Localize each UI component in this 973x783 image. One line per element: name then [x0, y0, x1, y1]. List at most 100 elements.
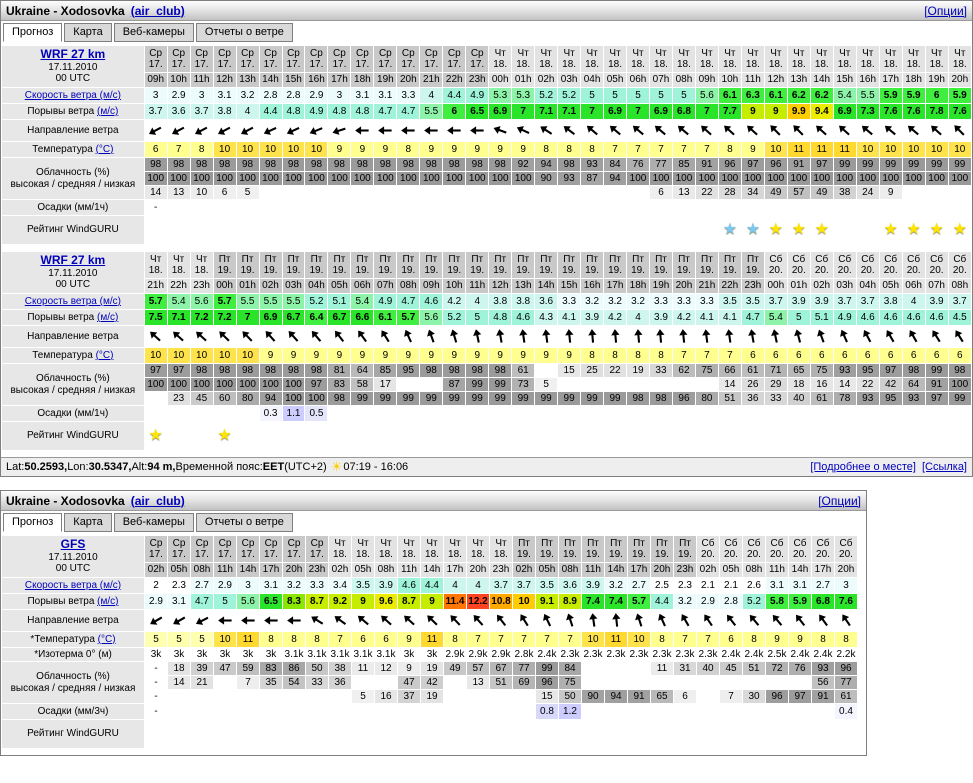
- options-link[interactable]: [Опции]: [924, 3, 967, 18]
- day-header-cell: Ср 17.: [328, 46, 351, 72]
- temp-unit-link[interactable]: (°C): [95, 349, 114, 361]
- cloud-low-cell: 100: [282, 392, 305, 405]
- cloud-low-cell: [351, 186, 374, 199]
- hour-header-cell: 17h: [879, 73, 902, 87]
- hour-header-cell: 00h: [213, 279, 236, 293]
- model-link[interactable]: WRF 27 km: [40, 253, 106, 268]
- wind-gust-label: Порывы ветра (м/с): [2, 310, 144, 325]
- tab-3[interactable]: Веб-камеры: [113, 513, 194, 532]
- wind-direction-arrow: [587, 329, 597, 343]
- wind-gust-cell: 3.9: [650, 310, 672, 325]
- cloud-low-cell: 15: [536, 690, 558, 703]
- hour-header-cell: 12h: [213, 73, 236, 87]
- permalink-link[interactable]: [Ссылка]: [921, 461, 967, 473]
- model-link[interactable]: WRF 27 km: [40, 47, 106, 62]
- day-header-cell: Чт 18.: [925, 46, 948, 72]
- wind-direction-arrow: [263, 616, 278, 625]
- wind-gust-cell: 7: [695, 104, 718, 119]
- cloud-high-cell: 97: [810, 158, 833, 171]
- cloud-low-cell: 80: [236, 392, 259, 405]
- temperature-cell: 7: [695, 348, 718, 363]
- wind-speed-cell: 2: [145, 578, 167, 593]
- wind-gust-cell: 10: [513, 594, 535, 609]
- wind-direction-arrow: [265, 331, 276, 342]
- day-header-cell: Чт 18.: [444, 536, 466, 562]
- day-header-cell: Пт 19.: [650, 252, 672, 278]
- cloud-high-cell: 97: [144, 364, 167, 377]
- precipitation-cell: [513, 704, 535, 719]
- temperature-cell: 6: [764, 348, 787, 363]
- tab-1[interactable]: Прогноз: [3, 513, 63, 532]
- temperature-cell: 10: [282, 142, 305, 157]
- options-link[interactable]: [Опции]: [818, 493, 861, 508]
- day-header-cell: Пт 19.: [718, 252, 741, 278]
- cloud-low-cell: [604, 186, 627, 199]
- spot-club-link[interactable]: (air_club): [130, 3, 185, 18]
- wind-direction-arrow: [426, 329, 435, 343]
- day-header-cell: Чт 18.: [421, 536, 443, 562]
- precipitation-cell: -: [144, 200, 167, 215]
- tab-2[interactable]: Карта: [64, 513, 112, 532]
- precipitation-label: Осадки (мм/1ч): [2, 406, 144, 421]
- gust-unit-link[interactable]: (м/с): [97, 311, 119, 323]
- wind-speed-cell: 3.1: [766, 578, 788, 593]
- cloud-mid-cell: 22: [856, 378, 879, 391]
- day-header-cell: Пт 19.: [672, 252, 695, 278]
- cloud-mid-cell: 16: [810, 378, 833, 391]
- hour-header-cell: 18h: [627, 279, 649, 293]
- wind-speed-cell: 3.2: [236, 88, 259, 103]
- cloud-low-cell: 33: [764, 392, 787, 405]
- cloud-high-cell: 61: [741, 364, 764, 377]
- wind-direction-cell: [835, 610, 857, 631]
- cloud-low-cell: 5: [236, 186, 259, 199]
- temperature-cell: 7: [627, 142, 649, 157]
- tab-4[interactable]: Отчеты о ветре: [195, 513, 293, 532]
- day-header-cell: Пт 19.: [328, 252, 351, 278]
- day-header-cell: Чт 18.: [375, 536, 397, 562]
- cloud-high-cell: 98: [443, 158, 466, 171]
- wind-gust-label: Порывы ветра (м/с): [2, 594, 144, 609]
- spot-details-link[interactable]: [Подробнее о месте]: [810, 461, 916, 473]
- wind-direction-cell: [764, 120, 787, 141]
- tab-2[interactable]: Карта: [64, 23, 112, 42]
- tab-1[interactable]: Прогноз: [3, 23, 63, 42]
- wind-direction-cell: [925, 120, 948, 141]
- wind-gust-cell: 5.5: [420, 104, 443, 119]
- temp-unit-link[interactable]: (°C): [95, 143, 114, 155]
- hour-header-cell: 08h: [743, 563, 765, 577]
- wind-speed-cell: 2.3: [674, 578, 696, 593]
- rating-star-yellow: ★: [814, 221, 829, 238]
- wind-direction-cell: [260, 610, 282, 631]
- cloud-high-cell: 93: [812, 662, 834, 675]
- wind-gust-cell: 7.4: [605, 594, 627, 609]
- wind-direction-arrow: [195, 126, 208, 135]
- temp-unit-link[interactable]: (°C): [97, 633, 116, 645]
- cloud-low-cell: [168, 690, 190, 703]
- wind-speed-link[interactable]: Скорость ветра (м/с): [24, 295, 121, 307]
- wind-direction-cell: [581, 120, 604, 141]
- tab-4[interactable]: Отчеты о ветре: [195, 23, 293, 42]
- gust-unit-link[interactable]: (м/с): [97, 105, 119, 117]
- wind-speed-link[interactable]: Скорость ветра (м/с): [24, 89, 121, 101]
- rating-cell: [766, 720, 788, 748]
- hour-header-cell: 12h: [489, 279, 512, 293]
- wind-gust-cell: 5: [787, 310, 810, 325]
- precipitation-cell: [237, 704, 259, 719]
- precipitation-cell: [718, 200, 741, 215]
- wind-speed-link[interactable]: Скорость ветра (м/с): [24, 579, 122, 591]
- temperature-cell: 7: [650, 142, 672, 157]
- temperature-cell: 7: [536, 632, 558, 647]
- precipitation-cell: [833, 200, 856, 215]
- model-link[interactable]: GFS: [60, 537, 86, 552]
- rating-cell: ★: [787, 216, 810, 244]
- day-header-cell: Сб 20.: [766, 536, 788, 562]
- wind-speed-cell: 5.2: [535, 88, 558, 103]
- precipitation-cell: [604, 200, 627, 215]
- gust-unit-link[interactable]: (м/с): [97, 595, 119, 607]
- tab-3[interactable]: Веб-камеры: [113, 23, 194, 42]
- cloud-label-line2: высокая / средняя / низкая: [10, 682, 136, 694]
- spot-club-link[interactable]: (air_club): [130, 493, 185, 508]
- day-header-cell: Пт 19.: [695, 252, 718, 278]
- cloud-mid-cell: 47: [398, 676, 420, 689]
- cloud-high-cell: 98: [558, 158, 581, 171]
